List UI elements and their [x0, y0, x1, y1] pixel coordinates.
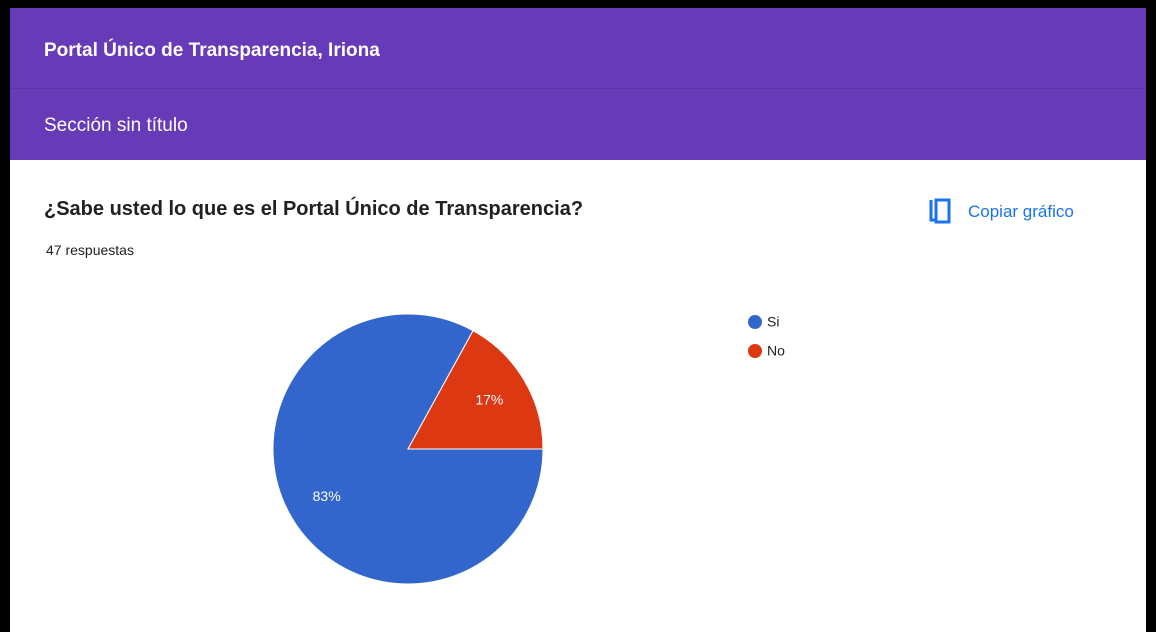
copy-chart-button[interactable]: Copiar gráfico	[928, 194, 1074, 230]
form-header: Portal Único de Transparencia, Iriona	[10, 8, 1146, 89]
legend-label: No	[767, 343, 785, 359]
form-results: Portal Único de Transparencia, Iriona Se…	[10, 8, 1146, 632]
copy-chart-label: Copiar gráfico	[968, 202, 1074, 221]
slice-label: 83%	[313, 488, 341, 504]
response-count: 47 respuestas	[46, 242, 134, 258]
legend-swatch	[748, 344, 762, 358]
question-title: ¿Sabe usted lo que es el Portal Único de…	[44, 198, 584, 220]
pie-slice	[407, 330, 544, 450]
section-header: Sección sin título	[10, 89, 1146, 160]
slice-label: 17%	[475, 392, 503, 408]
pie-chart: 83% Si 17% No	[272, 313, 785, 585]
legend-swatch	[748, 315, 762, 329]
legend-label: Si	[767, 314, 779, 330]
copy-icon	[929, 198, 951, 224]
form-title: Portal Único de Transparencia, Iriona	[44, 40, 380, 61]
section-title: Sección sin título	[44, 115, 188, 136]
